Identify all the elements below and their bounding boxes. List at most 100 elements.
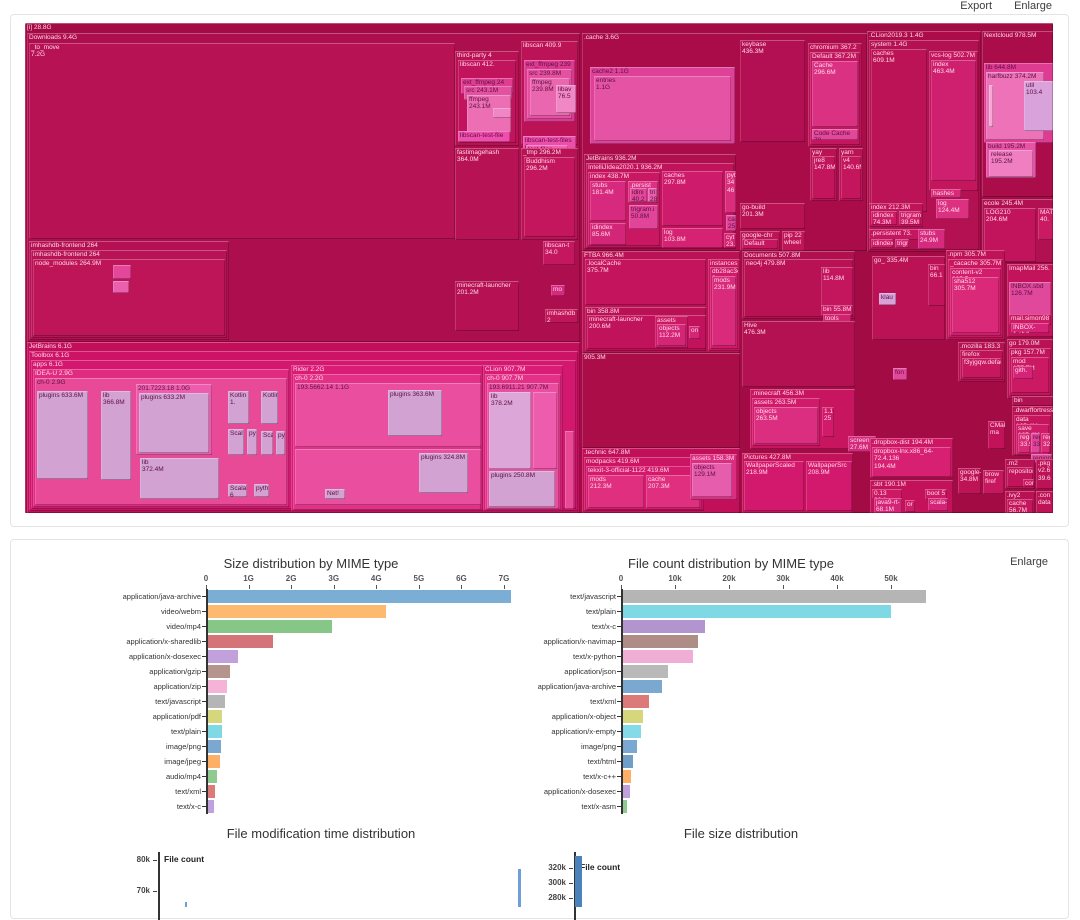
- treemap-node[interactable]: INBOX.sbd 126.7M: [1009, 282, 1051, 318]
- treemap-node[interactable]: WallpaperScaled 218.9M: [744, 461, 804, 511]
- treemap-node[interactable]: caches 609.1M: [871, 49, 927, 212]
- treemap-node[interactable]: WallpaperSrc 208.9M: [806, 461, 852, 511]
- treemap-node[interactable]: minecraft-launcher 201.2M: [455, 281, 519, 331]
- treemap-node[interactable]: Hive 476.3M: [742, 321, 855, 387]
- treemap-node[interactable]: stubs 181.4M: [590, 181, 626, 221]
- treemap-node[interactable]: cyt 23.: [724, 233, 736, 248]
- treemap-node[interactable]: tools: [823, 314, 851, 322]
- treemap-node[interactable]: lib 378.2M: [489, 392, 531, 469]
- treemap-node[interactable]: caches 297.8M: [662, 171, 723, 226]
- treemap-node[interactable]: mail.simon98: [1009, 314, 1051, 325]
- treemap-node[interactable]: Net!: [325, 489, 345, 499]
- treemap-node[interactable]: objects 263.5M: [754, 407, 818, 444]
- treemap-node[interactable]: stubs 24.9M: [918, 229, 945, 249]
- treemap-node[interactable]: go-build 201.3M: [740, 203, 805, 229]
- treemap-node[interactable]: .pkg v2.6 39.6: [1036, 459, 1053, 489]
- treemap-node[interactable]: fon: [893, 368, 907, 380]
- treemap-node[interactable]: dropbox-lnx.x86_64-72.4.136 194.4M: [872, 447, 951, 477]
- treemap-node[interactable]: sha512 305.7M: [952, 277, 999, 333]
- treemap-node[interactable]: google- 34.8M: [958, 468, 981, 494]
- treemap-node[interactable]: boot 5: [925, 489, 947, 500]
- treemap-node[interactable]: bin 66.1: [928, 264, 945, 306]
- treemap-node[interactable]: plugins 633.6M: [37, 391, 88, 479]
- treemap-node[interactable]: index 463.4M: [931, 60, 976, 181]
- treemap-node[interactable]: [533, 392, 557, 469]
- treemap-node[interactable]: [565, 431, 574, 509]
- treemap-node[interactable]: LOG210 204.6M: [984, 208, 1036, 262]
- treemap-node[interactable]: Kotlin 1.: [228, 391, 249, 424]
- treemap-node[interactable]: brow firef: [983, 470, 1004, 494]
- treemap-node[interactable]: scala-: [928, 498, 948, 511]
- treemap-node[interactable]: or: [905, 500, 915, 512]
- treemap-node[interactable]: mods 212.3M: [588, 475, 644, 508]
- treemap-node[interactable]: libav 76.5: [556, 85, 576, 113]
- treemap-node[interactable]: lib 372.4M: [140, 458, 219, 499]
- treemap-node[interactable]: trigram.i 50.8M: [629, 205, 658, 229]
- treemap-node[interactable]: pyth: [254, 484, 269, 497]
- treemap-node[interactable]: [113, 265, 131, 279]
- treemap-node[interactable]: tri 28: [648, 188, 657, 202]
- treemap-node[interactable]: .localCache 375.7M: [585, 259, 706, 305]
- treemap-node[interactable]: _to_move 7.2G: [29, 43, 455, 239]
- treemap-node[interactable]: imhashdb 2: [545, 309, 578, 323]
- treemap-node[interactable]: f3yjgqw.defau: [962, 358, 1001, 378]
- enlarge-treemap-button[interactable]: Enlarge: [1014, 0, 1052, 12]
- treemap-node[interactable]: Kotlin: [261, 391, 278, 424]
- treemap-node[interactable]: .persistent 73.: [869, 229, 921, 240]
- treemap-node[interactable]: objects 112.2M: [657, 324, 686, 346]
- treemap-node[interactable]: .con data: [1036, 491, 1053, 513]
- treemap-node[interactable]: reg 33.: [1031, 433, 1040, 453]
- treemap-node[interactable]: mo: [551, 285, 565, 296]
- treemap-node[interactable]: java9-rt- 68.1M: [874, 498, 902, 513]
- treemap-node[interactable]: cache 56.7M: [1007, 499, 1033, 513]
- treemap-node[interactable]: INBOX-1.sbd: [1011, 323, 1049, 333]
- treemap-node[interactable]: plugins 324.8M: [419, 453, 468, 493]
- treemap-node[interactable]: trigram 39.5M: [899, 211, 921, 225]
- treemap-node[interactable]: util 103.4: [1024, 81, 1053, 131]
- treemap-node[interactable]: Code Cache 70.: [812, 129, 858, 140]
- treemap-node[interactable]: keybase 436.3M: [740, 40, 805, 142]
- treemap-node[interactable]: log 124.4M: [936, 199, 969, 219]
- treemap-node[interactable]: py: [247, 429, 257, 455]
- treemap-node[interactable]: CMak ma: [988, 421, 1005, 449]
- treemap-node[interactable]: bin: [1012, 396, 1053, 406]
- treemap-node[interactable]: reg 32.: [1041, 433, 1050, 453]
- treemap-node[interactable]: bin 55.8M: [821, 305, 853, 316]
- export-button[interactable]: Export: [960, 0, 993, 12]
- treemap-node[interactable]: log 103.8M: [662, 228, 723, 248]
- treemap-node[interactable]: idindex: [871, 239, 893, 248]
- treemap-node[interactable]: Cache 296.6M: [812, 61, 858, 127]
- treemap-node[interactable]: MAT 40.: [1038, 208, 1053, 240]
- treemap-node[interactable]: [113, 281, 129, 293]
- treemap-node[interactable]: trigr: [895, 239, 909, 248]
- treemap-node[interactable]: plugins 363.6M: [388, 390, 442, 436]
- treemap-node[interactable]: mods 231.9M: [712, 276, 736, 346]
- treemap-node[interactable]: plugins 250.8M: [489, 471, 555, 507]
- treemap-node[interactable]: libscan-t 34.0: [543, 241, 575, 265]
- treemap-node[interactable]: entries 1.1G: [594, 76, 731, 141]
- treemap-node[interactable]: idindex 85.6M: [590, 223, 626, 245]
- treemap-node[interactable]: plugins 633.2M: [139, 393, 209, 453]
- treemap-node[interactable]: 905.3M: [582, 353, 740, 448]
- treemap-node[interactable]: region3: [1031, 454, 1052, 463]
- treemap-node[interactable]: pip 22 wheel: [782, 231, 805, 251]
- treemap-node[interactable]: 1.1 25: [822, 407, 834, 437]
- treemap-node[interactable]: Scala 6: [228, 484, 247, 497]
- treemap-node[interactable]: py: [276, 431, 285, 455]
- treemap-node[interactable]: Buddhism 296.2M: [524, 157, 575, 237]
- treemap-node[interactable]: lib 366.8M: [101, 391, 131, 480]
- treemap-node[interactable]: screen 27.6M: [848, 436, 876, 452]
- treemap-node[interactable]: klau: [879, 293, 896, 305]
- treemap-node[interactable]: idindex 74.3M: [871, 211, 897, 225]
- enlarge-charts-button[interactable]: Enlarge: [1010, 556, 1048, 568]
- treemap-node[interactable]: ca 25: [726, 215, 736, 231]
- treemap-node[interactable]: hashes: [931, 189, 961, 198]
- treemap-node[interactable]: pyt 34 46: [725, 171, 736, 213]
- treemap-node[interactable]: on: [689, 326, 700, 339]
- treemap-node[interactable]: jre8 147.8M: [812, 156, 835, 199]
- treemap-node[interactable]: Scal: [228, 429, 244, 455]
- treemap-node[interactable]: con: [1023, 479, 1034, 487]
- treemap-node[interactable]: [493, 108, 511, 118]
- treemap-node[interactable]: release 195.2M: [989, 150, 1033, 177]
- treemap-node[interactable]: Sca: [261, 431, 273, 455]
